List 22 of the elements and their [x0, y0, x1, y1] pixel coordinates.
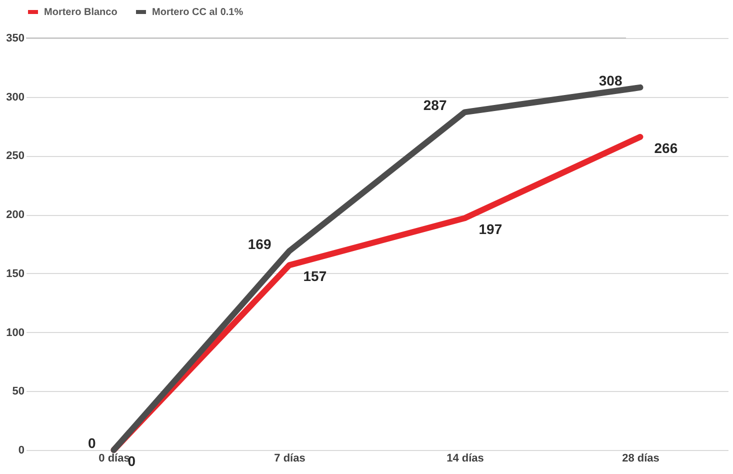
legend-label: Mortero CC al 0.1% [152, 7, 244, 18]
x-tick-label: 28 días [622, 452, 660, 464]
x-tick-label: 14 días [446, 452, 484, 464]
x-tick-label: 7 días [274, 452, 306, 464]
y-tick-label: 350 [6, 32, 24, 44]
data-label: 157 [303, 268, 327, 284]
legend-label: Mortero Blanco [44, 7, 118, 18]
data-label: 0 [128, 453, 136, 469]
data-label: 169 [248, 236, 272, 252]
y-tick-label: 150 [6, 268, 24, 280]
data-label: 197 [478, 221, 502, 238]
y-tick-label: 50 [12, 386, 24, 398]
data-label: 266 [654, 140, 678, 156]
x-tick-label: 0 días [98, 452, 130, 464]
y-tick-label: 200 [6, 209, 24, 222]
data-label: 287 [423, 97, 447, 114]
y-tick-label: 250 [6, 150, 24, 162]
y-tick-label: 100 [6, 326, 24, 339]
y-tick-label: 300 [6, 91, 24, 104]
data-label: 308 [598, 72, 622, 88]
y-tick-label: 0 [18, 444, 24, 456]
data-label: 0 [88, 435, 96, 451]
